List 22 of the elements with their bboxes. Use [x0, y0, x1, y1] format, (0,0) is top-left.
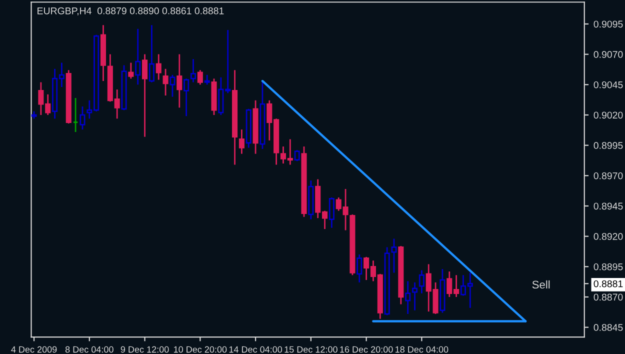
- y-tick-label: 0.8970: [594, 172, 623, 180]
- x-tick-label: 4 Dec 2009: [11, 346, 57, 353]
- y-tick-label: 0.8881: [594, 280, 623, 288]
- y-tick-label: 0.9070: [594, 51, 623, 58]
- annotation: Sell: [532, 280, 550, 289]
- y-tick-label: 0.9045: [594, 81, 623, 88]
- x-tick-label: 18 Dec 04:00: [396, 346, 448, 353]
- chart-title: EURGBP,H4 0.8879 0.8890 0.8861 0.8881: [38, 7, 224, 16]
- x-tick-label: 15 Dec 12:00: [284, 346, 338, 353]
- x-tick-label: 14 Dec 04:00: [229, 346, 282, 353]
- x-tick-label: 10 Dec 20:00: [174, 346, 227, 353]
- x-tick-label: 9 Dec 12:00: [120, 346, 169, 353]
- y-tick-label: 0.8945: [594, 202, 623, 210]
- y-tick-label: 0.8845: [594, 324, 623, 331]
- y-tick-label: 0.8895: [594, 263, 623, 270]
- y-tick-label: 0.9020: [594, 112, 623, 119]
- y-tick-label: 0.8995: [594, 142, 623, 149]
- y-tick-label: 0.8870: [594, 294, 623, 301]
- y-tick-label: 0.9095: [594, 20, 623, 28]
- y-tick-label: 0.8920: [594, 233, 623, 240]
- x-tick-label: 16 Dec 20:00: [340, 346, 393, 353]
- x-tick-label: 8 Dec 04:00: [65, 346, 114, 353]
